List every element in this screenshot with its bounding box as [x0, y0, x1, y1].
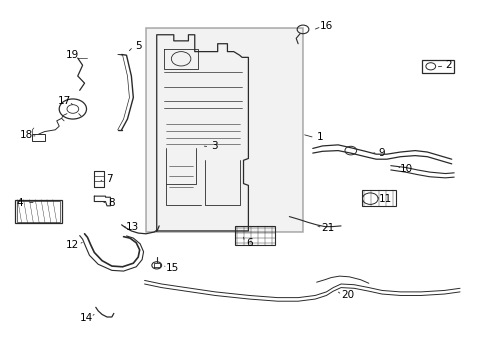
- Text: 16: 16: [319, 21, 332, 31]
- Text: 2: 2: [444, 60, 451, 70]
- Bar: [15, 200, 61, 223]
- Bar: [146, 28, 303, 232]
- Text: 8: 8: [108, 198, 115, 208]
- Text: 6: 6: [245, 238, 252, 248]
- Text: 20: 20: [341, 291, 354, 301]
- Text: 3: 3: [210, 141, 217, 151]
- Text: 4: 4: [17, 198, 23, 208]
- Text: 11: 11: [379, 194, 392, 204]
- Text: 18: 18: [20, 130, 33, 140]
- Text: 13: 13: [125, 222, 139, 232]
- Bar: [361, 190, 395, 206]
- Text: 5: 5: [135, 41, 141, 50]
- Text: 9: 9: [378, 148, 385, 158]
- Text: 21: 21: [320, 224, 333, 233]
- Text: 19: 19: [66, 50, 80, 60]
- Bar: [234, 226, 274, 245]
- Text: 12: 12: [66, 240, 80, 250]
- Text: 1: 1: [317, 132, 323, 142]
- Bar: [32, 134, 44, 140]
- Bar: [17, 201, 60, 222]
- Text: 15: 15: [165, 263, 179, 273]
- Text: 17: 17: [58, 96, 71, 106]
- Bar: [422, 59, 453, 73]
- Text: 7: 7: [105, 174, 112, 184]
- Text: 14: 14: [79, 313, 92, 323]
- Text: 10: 10: [399, 164, 412, 174]
